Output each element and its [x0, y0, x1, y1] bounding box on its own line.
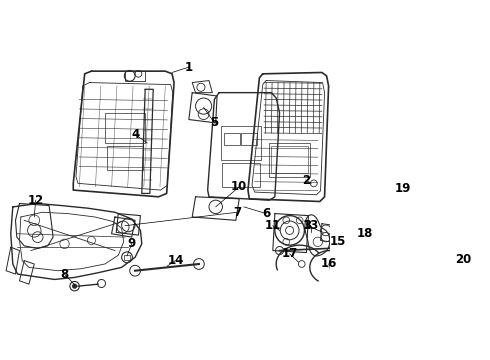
Text: 11: 11 [265, 219, 281, 232]
Bar [123, 255, 130, 260]
Text: 2: 2 [302, 174, 310, 186]
Text: 18: 18 [357, 227, 373, 240]
Bar [241, 133, 257, 145]
Text: 5: 5 [210, 116, 219, 129]
Text: 8: 8 [60, 267, 69, 280]
Text: 6: 6 [262, 207, 270, 220]
Text: 9: 9 [127, 237, 136, 250]
Bar [270, 143, 310, 177]
Bar [271, 147, 308, 173]
Text: 7: 7 [233, 206, 241, 219]
Text: 20: 20 [455, 253, 471, 266]
Text: 10: 10 [231, 180, 247, 193]
Bar [224, 133, 240, 145]
Text: 19: 19 [394, 181, 411, 194]
Text: 3: 3 [303, 219, 311, 232]
Bar [105, 113, 145, 143]
Bar [221, 126, 261, 160]
Text: 14: 14 [167, 254, 184, 267]
Text: 1: 1 [185, 60, 193, 73]
Circle shape [73, 284, 76, 288]
Text: 4: 4 [131, 128, 139, 141]
Text: 13: 13 [303, 219, 319, 232]
Bar [107, 147, 143, 170]
Bar [125, 71, 145, 81]
Text: 16: 16 [320, 257, 337, 270]
Text: 15: 15 [330, 235, 346, 248]
Bar [222, 163, 260, 187]
Text: 17: 17 [281, 247, 298, 260]
Text: 12: 12 [27, 194, 44, 207]
